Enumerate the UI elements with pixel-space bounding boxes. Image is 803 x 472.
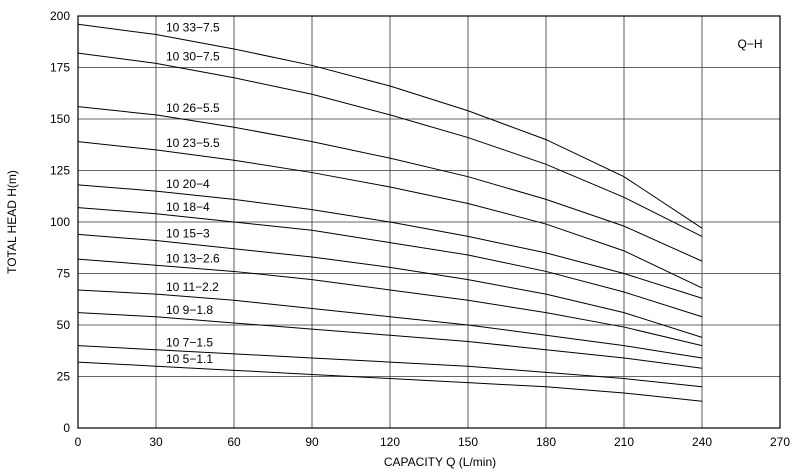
y-tick-label: 25 [57,370,71,384]
y-tick-label: 150 [50,112,70,126]
pump-curve [77,361,703,402]
curve-label: 10 11−2.2 [166,280,219,294]
x-axis-title: CAPACITY Q (L/min) [384,455,496,469]
y-axis-title: TOTAL HEAD H(m) [5,170,19,274]
y-tick-label: 0 [63,421,70,435]
y-tick-label: 125 [50,164,70,178]
curve-label: 10 15−3 [166,227,210,241]
x-tick-label: 60 [227,435,241,449]
pump-curve [77,106,703,262]
x-tick-label: 210 [614,435,634,449]
x-tick-label: 90 [305,435,319,449]
curve-label: 10 33−7.5 [166,21,220,35]
x-tick-label: 120 [380,435,400,449]
x-tick-label: 150 [458,435,478,449]
y-tick-label: 200 [50,9,70,23]
x-tick-label: 0 [75,435,82,449]
curve-label: 10 18−4 [166,200,210,214]
curve-label: 10 7−1.5 [166,336,213,350]
y-tick-label: 100 [50,215,70,229]
curve-type-label: Q−H [737,37,762,51]
x-tick-label: 180 [536,435,556,449]
curve-label: 10 5−1.1 [166,352,213,366]
pump-curve [77,141,703,289]
curve-label: 10 30−7.5 [166,49,220,63]
y-tick-label: 50 [57,318,71,332]
pump-curve [77,312,703,369]
pump-curve [77,258,703,347]
pump-curve [77,233,703,338]
pump-curve [77,184,703,299]
x-tick-label: 270 [770,435,790,449]
plot-frame [77,15,781,429]
curve-label: 10 13−2.6 [166,251,220,265]
curve-label: 10 9−1.8 [166,303,213,317]
pump-curve [77,207,703,318]
curve-label: 10 26−5.5 [166,101,220,115]
curve-label: 10 20−4 [166,177,210,191]
pump-curve [77,23,703,229]
pump-curve [77,345,703,388]
x-tick-label: 240 [692,435,712,449]
pump-curve [77,289,703,359]
pump-curve [77,52,703,237]
y-tick-label: 75 [57,267,71,281]
x-tick-label: 30 [149,435,163,449]
y-tick-label: 175 [50,61,70,75]
curve-label: 10 23−5.5 [166,136,220,150]
